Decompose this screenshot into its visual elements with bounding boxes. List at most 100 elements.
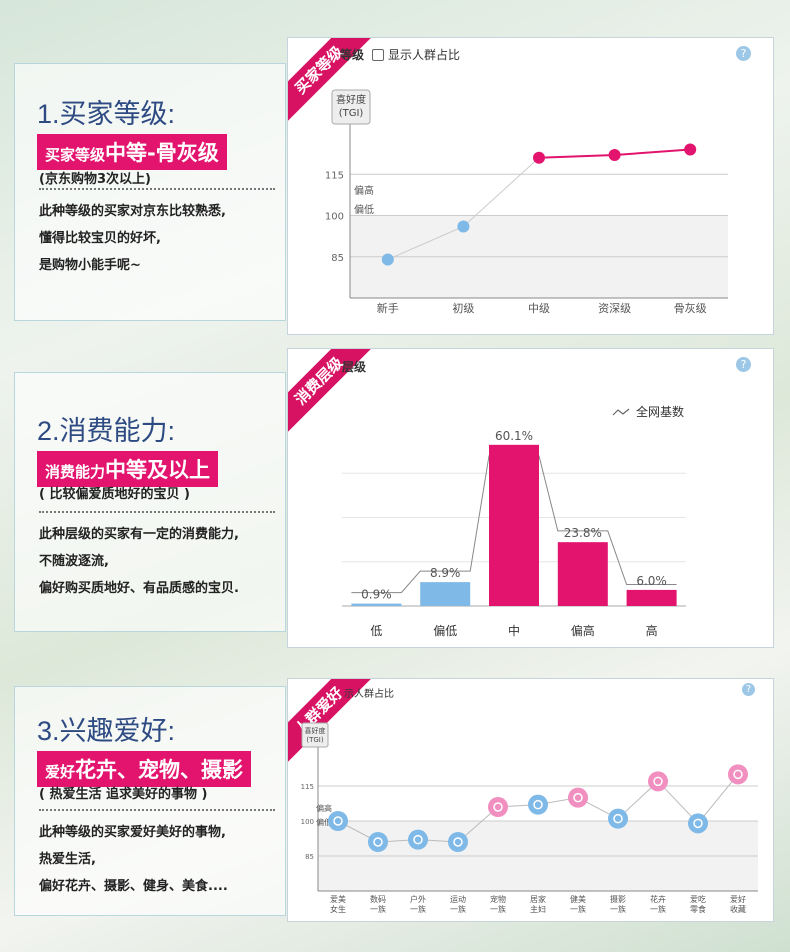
data-label: 6.0% — [636, 574, 667, 588]
section-2-title: 2.消费能力: — [37, 416, 176, 446]
series-line-segment — [538, 154, 615, 159]
x-tick-label: 爱吃零食 — [690, 894, 706, 914]
x-tick-label: 数码一族 — [370, 894, 386, 914]
legend: 全网基数 — [612, 403, 684, 420]
x-tick-label: 偏高 — [571, 623, 595, 638]
y-tick-label: 100 — [301, 818, 314, 826]
y-axis-label: 喜好度(TGI) — [336, 93, 366, 119]
consumption-level-chart: 0.9% 低 8.9% 偏低 60.1% 中 23.8% 偏高 6.0% 高 — [342, 429, 686, 638]
hobby-icon — [373, 837, 383, 847]
bar — [351, 603, 402, 606]
badge-prefix: 消费能力 — [45, 463, 106, 481]
section-1-desc: 此种等级的买家对京东比较熟悉, 懂得比较宝贝的好坏, 是购物小能手呢~ — [39, 198, 226, 279]
data-point — [368, 832, 388, 852]
data-point — [533, 151, 545, 164]
x-tick-label: 中 — [508, 623, 520, 638]
divider — [39, 511, 275, 513]
badge-strong: 中等-骨灰级 — [105, 141, 219, 165]
desc-line: 热爱生活, — [39, 852, 96, 867]
divider — [39, 188, 275, 190]
hobby-icon — [653, 776, 663, 787]
data-point — [568, 787, 588, 808]
section-1-badge: 买家等级中等-骨灰级 — [37, 134, 227, 170]
y-tick-label: 115 — [325, 170, 344, 181]
x-tick-label: 宠物一族 — [490, 894, 506, 914]
bar — [557, 542, 608, 606]
bar — [420, 582, 471, 606]
hobby-icon — [453, 837, 463, 847]
data-point — [488, 797, 508, 817]
series-line-segment — [614, 148, 691, 156]
panel-title: 等级 显示人群占比 — [340, 46, 460, 63]
desc-line: 偏好购买质地好、有品质感的宝贝. — [39, 581, 239, 596]
legend-line-icon — [612, 408, 630, 415]
x-tick-label: 高 — [646, 623, 658, 638]
x-tick-label: 低 — [370, 624, 382, 638]
data-label: 23.8% — [564, 526, 602, 540]
checkbox-label[interactable]: 显示人群占比 — [388, 48, 461, 62]
series-line-segment — [387, 226, 464, 260]
data-point — [688, 813, 708, 834]
data-label: 60.1% — [495, 429, 533, 443]
band-low-label: 偏低 — [354, 203, 374, 216]
desc-line: 懂得比较宝贝的好坏, — [39, 231, 161, 246]
series-line-segment — [463, 157, 540, 227]
band-high-label: 偏高 — [316, 803, 332, 813]
divider — [39, 809, 275, 811]
hobby-icon — [733, 769, 743, 780]
x-tick-label: 新手 — [377, 301, 399, 315]
x-tick-label: 运动一族 — [450, 894, 466, 914]
hobby-panel: 人群爱好 示人群占比 ? 85 100 115 喜好度(TGI) 偏高 偏低 爱美女生 数码一… — [287, 678, 774, 922]
hobby-icon — [573, 792, 583, 803]
desc-line: 偏好花卉、摄影、健身、美食.... — [39, 879, 228, 894]
data-point — [448, 832, 468, 852]
x-tick-label: 爱好收藏 — [730, 894, 746, 914]
desc-line: 是购物小能手呢~ — [39, 258, 141, 273]
x-tick-label: 骨灰级 — [674, 301, 707, 315]
panel-title: 示人群占比 — [344, 689, 394, 700]
badge-strong: 花卉、宠物、摄影 — [75, 758, 244, 782]
badge-prefix: 买家等级 — [45, 146, 106, 164]
section-2-badge: 消费能力中等及以上 — [37, 451, 219, 487]
section-3-card: 3.兴趣爱好: 爱好花卉、宠物、摄影 ( 热爱生活 追求美好的事物 ) 此种等级… — [14, 686, 286, 916]
band-high-label: 偏高 — [354, 184, 374, 197]
y-tick-label: 85 — [331, 253, 344, 264]
help-icon[interactable]: ? — [736, 357, 751, 372]
data-point — [608, 808, 628, 829]
section-2-sub: ( 比较偏爱质地好的宝贝 ) — [39, 487, 190, 502]
ylabel-box — [331, 89, 371, 125]
x-tick-label: 摄影一族 — [610, 894, 626, 914]
show-ratio-checkbox[interactable] — [372, 48, 385, 61]
y-tick-label: 115 — [301, 783, 314, 791]
consumption-level-panel: 消费层级 层级 ? 全网基数 0.9% 低 8.9% 偏低 60.1% 中 23.8% 偏高 6… — [287, 348, 774, 648]
desc-line: 此种等级的买家爱好美好的事物, — [39, 825, 226, 840]
buyer-level-panel: 买家等级 等级 显示人群占比 ? 85 100 115 喜好度(TGI) 偏高 偏低 新手初… — [287, 37, 774, 335]
section-1-sub: (京东购物3次以上) — [39, 172, 151, 187]
data-label: 0.9% — [361, 588, 392, 602]
x-tick-label: 中级 — [528, 302, 550, 315]
data-point — [684, 143, 697, 156]
band-low-label: 偏低 — [316, 817, 332, 827]
help-icon[interactable]: ? — [742, 683, 755, 696]
data-point — [381, 253, 394, 266]
help-icon[interactable]: ? — [736, 46, 751, 61]
desc-line: 不随波逐流, — [39, 554, 109, 569]
data-point — [408, 829, 428, 850]
panel-title: 层级 — [342, 360, 367, 374]
hobby-icon — [613, 813, 623, 824]
section-1-card: 1.买家等级: 买家等级中等-骨灰级 (京东购物3次以上) 此种等级的买家对京东… — [14, 63, 286, 321]
x-tick-label: 居家主妇 — [530, 894, 546, 914]
hobby-icon — [493, 802, 503, 812]
data-point — [728, 764, 748, 785]
ylabel-box — [301, 722, 329, 748]
desc-line: 此种层级的买家有一定的消费能力, — [39, 527, 239, 542]
x-tick-label: 爱美女生 — [330, 894, 346, 914]
section-3-title: 3.兴趣爱好: — [37, 716, 176, 746]
y-tick-label: 85 — [305, 853, 314, 861]
data-label: 8.9% — [430, 566, 461, 580]
x-tick-label: 初级 — [452, 301, 474, 315]
bar — [489, 444, 539, 606]
section-3-sub: ( 热爱生活 追求美好的事物 ) — [39, 787, 208, 802]
